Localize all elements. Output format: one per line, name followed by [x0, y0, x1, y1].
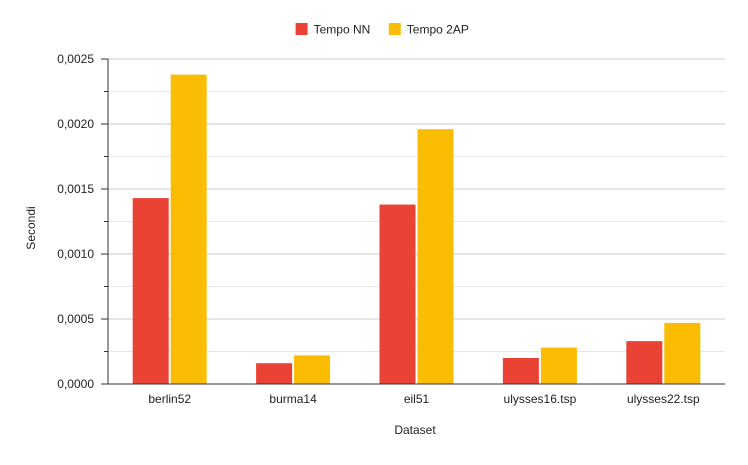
y-tick-label: 0,0020: [57, 117, 94, 131]
bar-tempo-nn-ulysses16-tsp: [502, 358, 539, 384]
legend-swatch: [295, 23, 308, 35]
axis-layer: 0,0000 0,0005 0,0010 0,0015 0,0020 0,0025 berl…: [57, 52, 725, 406]
bar-tempo-2ap-eil51: [417, 129, 454, 384]
y-tick-label: 0,0005: [57, 312, 94, 326]
bar-tempo-2ap-ulysses22-tsp: [664, 322, 701, 384]
bar-tempo-2ap-ulysses16-tsp: [540, 347, 577, 384]
bar-tempo-nn-berlin52: [132, 198, 169, 384]
y-tick-label: 0,0025: [57, 52, 94, 66]
bar-tempo-2ap-berlin52: [170, 74, 207, 384]
legend: Tempo NN Tempo 2AP: [295, 23, 469, 37]
x-tick-label: burma14: [269, 392, 317, 406]
bar-tempo-nn-burma14: [256, 363, 293, 384]
legend-label: Tempo 2AP: [407, 23, 469, 37]
x-tick-label: ulysses16.tsp: [504, 392, 577, 406]
bar-tempo-nn-eil51: [379, 204, 416, 384]
y-tick-label: 0,0010: [57, 247, 94, 261]
x-tick-label: eil51: [404, 392, 430, 406]
grid-layer: [108, 58, 725, 352]
y-tick-label: 0,0000: [57, 377, 94, 391]
bar-tempo-nn-ulysses22-tsp: [626, 341, 663, 384]
x-tick-label: ulysses22.tsp: [627, 392, 700, 406]
y-axis-title: Secondi: [24, 206, 38, 249]
legend-swatch: [388, 23, 401, 35]
legend-label: Tempo NN: [314, 23, 371, 37]
bars-layer: [132, 74, 701, 384]
x-tick-label: berlin52: [148, 392, 191, 406]
bar-tempo-2ap-burma14: [294, 355, 331, 384]
y-tick-label: 0,0015: [57, 182, 94, 196]
x-axis-title: Dataset: [394, 423, 436, 437]
